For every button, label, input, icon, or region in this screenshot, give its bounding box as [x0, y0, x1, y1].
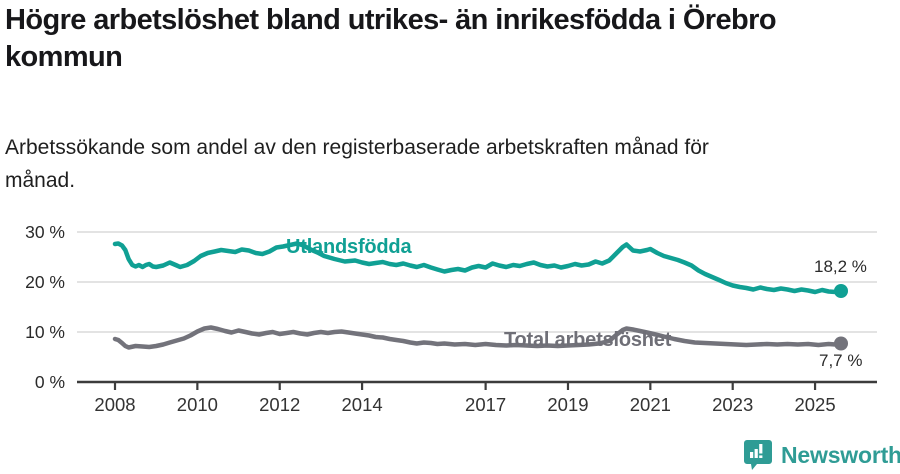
x-tick-label: 2017	[465, 394, 506, 415]
x-axis	[77, 380, 877, 390]
series-label-total-arbetsloshet: Total arbetslöshet	[504, 329, 672, 351]
page-title: Högre arbetslöshet bland utrikes- än inr…	[5, 4, 777, 73]
series-lines	[112, 241, 849, 351]
x-tick-label: 2010	[177, 394, 218, 415]
series-line-total	[112, 325, 844, 350]
y-tick-label: 10 %	[25, 322, 65, 342]
end-dot-utlandsfodda	[834, 284, 849, 298]
newsworthy-logo-icon	[744, 440, 772, 470]
y-tick-label: 30 %	[25, 222, 65, 242]
x-tick-label: 2008	[94, 394, 135, 415]
y-axis-labels: 0 % 10 % 20 % 30 %	[25, 222, 65, 392]
y-tick-label: 0 %	[35, 372, 65, 392]
brand-name: Newsworthy	[781, 441, 900, 468]
x-tick-label: 2023	[712, 394, 753, 415]
x-tick-label: 2019	[547, 394, 588, 415]
end-value-label-total: 7,7 %	[819, 351, 863, 370]
x-tick-label: 2012	[259, 394, 300, 415]
x-tick-label: 2025	[794, 394, 835, 415]
series-line-utlandsfodda	[112, 241, 844, 295]
chart-subtitle: Arbetssökande som andel av den registerb…	[5, 136, 709, 192]
x-tick-label: 2021	[630, 394, 671, 415]
series-label-utlandsfodda: Utlandsfödda	[286, 236, 412, 258]
end-dot-total	[834, 336, 849, 351]
footer-branding: Newsworthy	[744, 439, 900, 471]
y-tick-label: 20 %	[25, 272, 65, 292]
end-value-label-utlandsfodda: 18,2 %	[814, 257, 867, 276]
gridlines	[77, 231, 877, 333]
x-axis-labels: 2008 2010 2012 2014 2017 2019 2021 2023 2025	[94, 394, 835, 415]
x-tick-label: 2014	[342, 394, 383, 415]
